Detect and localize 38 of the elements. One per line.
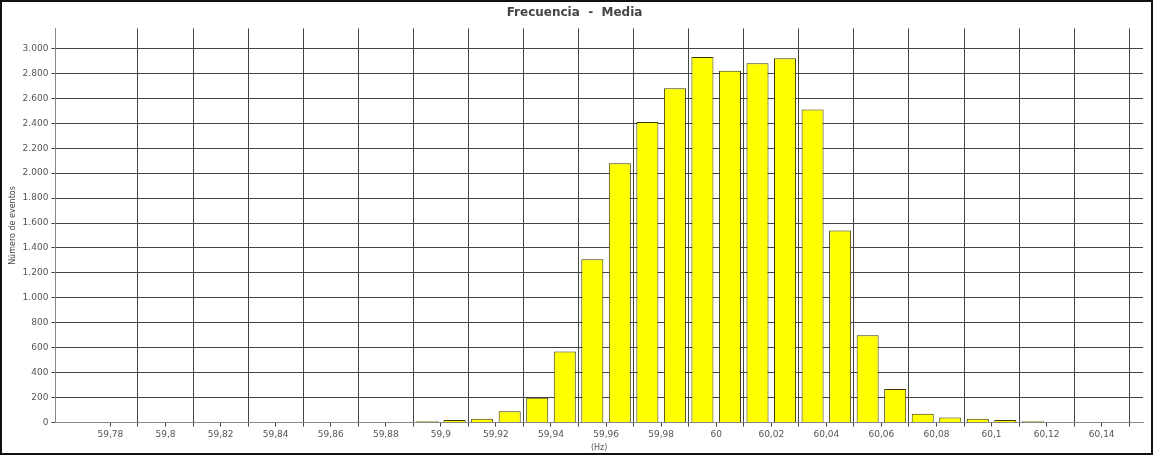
y-tick-label: 1.600 bbox=[22, 217, 49, 228]
x-tick-label: 59,84 bbox=[262, 429, 289, 440]
x-tick-label: 59,94 bbox=[538, 429, 565, 440]
x-tick-label: 59,86 bbox=[317, 429, 344, 440]
y-tick-label: 2.800 bbox=[22, 67, 49, 78]
x-tick-label: 59,96 bbox=[593, 429, 620, 440]
y-tick-label: 3.000 bbox=[22, 42, 49, 53]
y-tick-label: 0 bbox=[42, 416, 49, 427]
y-axis-title: Número de eventos bbox=[7, 186, 17, 265]
x-axis-title: (Hz) bbox=[590, 443, 608, 453]
y-tick-label: 1.400 bbox=[22, 242, 49, 253]
x-tick-label: 59,9 bbox=[430, 429, 452, 440]
y-tick-label: 1.200 bbox=[22, 267, 49, 278]
x-tick-label: 59,92 bbox=[483, 429, 509, 440]
x-tick-label: 59,78 bbox=[97, 429, 124, 440]
x-tick-label: 59,82 bbox=[207, 429, 234, 440]
y-tick-label: 2.600 bbox=[22, 92, 49, 103]
y-tick-label: 400 bbox=[31, 367, 49, 378]
x-tick-label: 60,02 bbox=[758, 429, 785, 440]
x-tick-label: 59,8 bbox=[155, 429, 176, 440]
y-tick-label: 1.000 bbox=[22, 292, 49, 303]
x-tick-label: 60,1 bbox=[981, 429, 1002, 440]
x-tick-label: 60 bbox=[710, 429, 723, 440]
x-tick-label: 59,98 bbox=[648, 429, 675, 440]
x-tick-label: 60,04 bbox=[813, 429, 840, 440]
y-tick-label: 2.200 bbox=[22, 142, 49, 153]
x-tick-label: 60,06 bbox=[868, 429, 895, 440]
x-tick-label: 60,08 bbox=[923, 429, 950, 440]
y-tick-label: 1.800 bbox=[22, 192, 49, 203]
x-tick-label: 60,12 bbox=[1033, 429, 1060, 440]
y-tick-label: 2.000 bbox=[22, 167, 49, 178]
y-tick-label: 2.400 bbox=[22, 117, 49, 128]
y-tick-label: 600 bbox=[31, 342, 49, 353]
y-tick-label: 200 bbox=[31, 391, 49, 402]
x-tick-label: 60,14 bbox=[1088, 429, 1115, 440]
y-tick-label: 800 bbox=[31, 317, 49, 328]
x-tick-label: 59,88 bbox=[372, 429, 399, 440]
chart-title: Frecuencia - Media bbox=[506, 5, 643, 20]
